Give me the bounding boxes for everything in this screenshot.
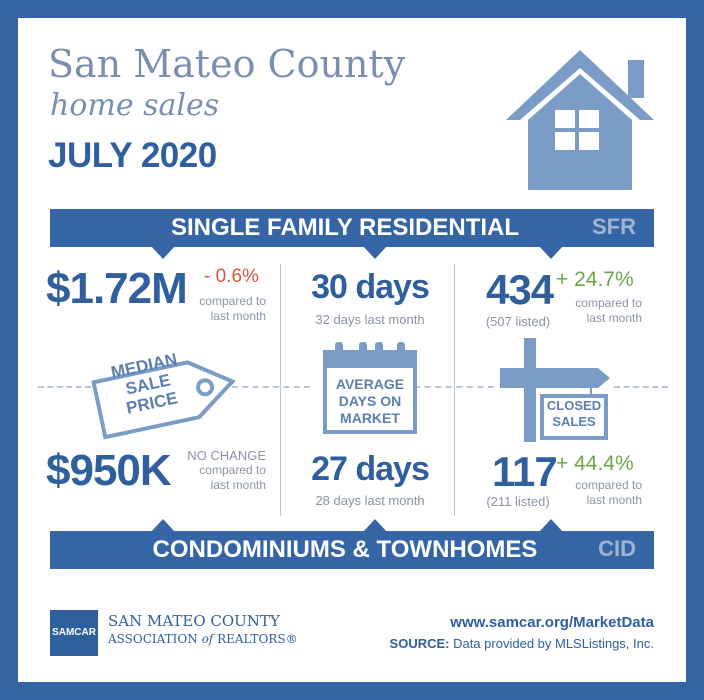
days-cid-value: 27 days — [311, 450, 430, 488]
divider-right — [454, 264, 455, 516]
source-text: Data provided by MLSListings, Inc. — [453, 636, 654, 651]
median-sfr-note-line2: last month — [210, 309, 266, 323]
days-sign-line3: MARKET — [340, 410, 400, 426]
closed-sign-label: CLOSED SALES — [542, 398, 606, 430]
days-cid-note: 28 days last month — [300, 493, 440, 508]
median-cid-value: $950K — [46, 446, 172, 495]
days-sfr-note-rest: last month — [364, 312, 425, 327]
closed-sign-line2: SALES — [552, 414, 596, 429]
days-sfr-note: 32 days last month — [300, 312, 440, 327]
days-sign-label: AVERAGE DAYS ON MARKET — [321, 376, 419, 427]
sfr-banner-notch-1 — [151, 246, 175, 259]
closed-sign-line1: CLOSED — [546, 398, 602, 413]
market-data-link[interactable]: www.samcar.org/MarketData — [450, 614, 654, 631]
price-tag-icon — [91, 360, 236, 440]
sfr-banner-notch-3 — [539, 246, 563, 259]
dash-left-1 — [38, 386, 110, 388]
calendar-icon — [323, 342, 417, 434]
cid-banner-notch-2 — [363, 519, 387, 532]
divider-left — [280, 264, 281, 516]
closed-sfr-listed: (507 listed) — [485, 314, 551, 329]
title-county: San Mateo County — [48, 42, 406, 86]
closed-cid-listed: (211 listed) — [486, 494, 550, 509]
signpost-icon — [500, 338, 610, 442]
house-icon — [506, 50, 654, 190]
median-cid-note-line2: last month — [210, 478, 266, 492]
closed-cid-change: + 44.4% — [556, 452, 634, 475]
org-name-line1: SAN MATEO COUNTY — [108, 612, 280, 630]
median-sfr-note-line1: compared to — [199, 294, 266, 308]
cid-banner: CONDOMINIUMS & TOWNHOMES CID — [50, 531, 654, 569]
org-name-of: of — [201, 632, 214, 646]
title-subtitle: home sales — [50, 88, 220, 123]
days-sign-line2: DAYS ON — [338, 393, 402, 409]
closed-cid-value: 117 — [492, 448, 558, 495]
days-sfr-note-num: 32 days — [315, 312, 361, 327]
cid-banner-code: CID — [598, 536, 636, 561]
median-sfr-note: compared to last month — [190, 294, 266, 324]
days-cid-note-rest: last month — [364, 493, 425, 508]
closed-sfr-note-line2: last month — [586, 311, 642, 325]
samcar-logo: SAMCAR — [50, 610, 98, 656]
closed-cid-note-line2: last month — [586, 493, 642, 507]
org-name-association: ASSOCIATION — [108, 632, 198, 646]
closed-sfr-note-line1: compared to — [575, 296, 642, 310]
org-name-realtors: REALTORS® — [217, 632, 298, 646]
sfr-banner: SINGLE FAMILY RESIDENTIAL SFR — [50, 209, 654, 247]
closed-sfr-value: 434 — [486, 266, 554, 313]
infographic-card: San Mateo County home sales JULY 2020 SI… — [18, 18, 686, 682]
median-sfr-change: - 0.6% — [204, 266, 259, 287]
source-credit: SOURCE: Data provided by MLSListings, In… — [390, 636, 654, 651]
days-cid-note-num: 28 days — [315, 493, 361, 508]
closed-sfr-change: + 24.7% — [556, 268, 634, 291]
dash-right — [614, 386, 668, 388]
org-name-line2: ASSOCIATION of REALTORS® — [108, 632, 298, 646]
median-sfr-value: $1.72M — [46, 264, 188, 313]
source-label: SOURCE: — [389, 636, 450, 651]
dash-left-2 — [232, 386, 310, 388]
closed-cid-note: compared to last month — [566, 478, 642, 508]
cid-banner-label: CONDOMINIUMS & TOWNHOMES — [152, 536, 538, 563]
title-month: JULY 2020 — [48, 136, 217, 175]
median-cid-note: NO CHANGE compared to last month — [168, 448, 266, 493]
days-sign-line1: AVERAGE — [335, 376, 405, 392]
cid-banner-notch-1 — [151, 519, 175, 532]
cid-banner-notch-3 — [539, 519, 563, 532]
median-cid-note-line1: compared to — [199, 463, 266, 477]
sfr-banner-notch-2 — [363, 246, 387, 259]
median-cid-change: NO CHANGE — [187, 448, 266, 463]
sfr-banner-code: SFR — [592, 214, 636, 239]
dash-mid — [414, 386, 494, 388]
sfr-banner-label: SINGLE FAMILY RESIDENTIAL — [170, 214, 520, 241]
closed-cid-note-line1: compared to — [575, 478, 642, 492]
days-sfr-value: 30 days — [311, 268, 430, 306]
closed-sfr-note: compared to last month — [566, 296, 642, 326]
